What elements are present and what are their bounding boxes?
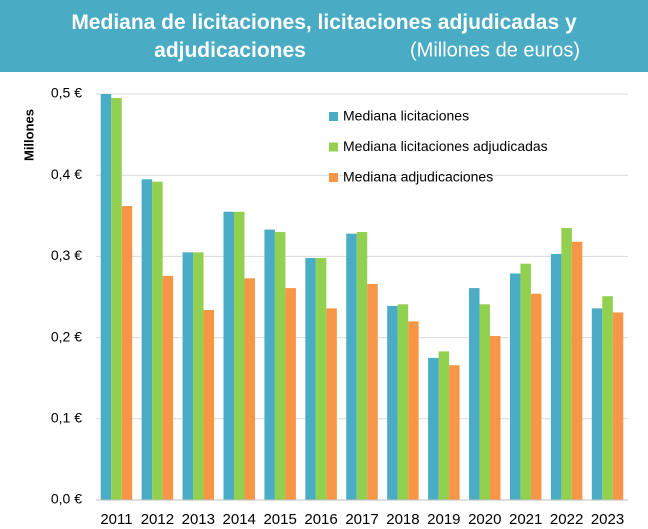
legend-label: Mediana adjudicaciones	[343, 169, 493, 185]
x-tick-label: 2018	[386, 511, 419, 528]
y-axis-label: Millones	[21, 109, 36, 161]
bar	[530, 293, 542, 500]
y-tick-label: 0,1 €	[51, 410, 82, 426]
legend-swatch	[329, 142, 338, 152]
bar	[285, 288, 296, 500]
bar	[438, 351, 450, 500]
y-tick-label: 0,3 €	[51, 247, 82, 263]
x-tick-label: 2013	[182, 511, 215, 528]
bar	[233, 211, 245, 501]
x-tick-label: 2014	[223, 511, 256, 528]
bar	[449, 365, 460, 500]
x-tick-label: 2011	[100, 511, 132, 528]
bar	[223, 211, 234, 501]
bar	[479, 304, 491, 500]
bar	[182, 252, 194, 500]
legend-label: Mediana licitaciones	[343, 108, 469, 124]
bar	[571, 241, 583, 500]
bar	[193, 252, 204, 500]
bar	[602, 296, 613, 500]
chart-title: Mediana de licitaciones, licitaciones ad…	[71, 11, 577, 62]
bar	[141, 179, 153, 500]
bar	[305, 258, 316, 500]
y-tick-label: 0,2 €	[51, 328, 82, 344]
chart-subtitle: (Millones de euros)	[410, 39, 580, 61]
bar	[244, 278, 255, 500]
x-tick-label: 2023	[591, 511, 624, 528]
bar	[121, 206, 133, 500]
legend-swatch	[329, 173, 338, 182]
y-tick-label: 0,4 €	[51, 166, 82, 182]
bar	[274, 232, 286, 501]
bar	[550, 253, 562, 500]
bar	[612, 312, 624, 500]
bar	[315, 258, 327, 500]
bar	[387, 305, 398, 500]
bar	[100, 94, 112, 500]
x-tick-label: 2021	[509, 511, 542, 528]
bar	[397, 304, 409, 500]
bar	[203, 309, 215, 500]
bar	[591, 308, 603, 500]
x-tick-label: 2019	[427, 511, 460, 528]
x-tick-label: 2020	[468, 511, 501, 528]
bar	[367, 284, 378, 500]
bar	[408, 321, 419, 500]
bar	[326, 308, 337, 500]
legend-swatch	[329, 112, 338, 121]
x-tick-label: 2022	[550, 511, 583, 528]
bar	[152, 181, 163, 501]
bar	[520, 263, 531, 500]
bar	[428, 357, 439, 500]
x-tick-label: 2016	[304, 511, 337, 528]
bar	[162, 275, 174, 500]
title-banner	[0, 0, 648, 72]
legend-label: Mediana licitaciones adjudicadas	[343, 138, 548, 154]
x-tick-label: 2017	[345, 511, 378, 528]
y-tick-label: 0,5 €	[51, 85, 82, 101]
bar	[264, 229, 275, 500]
bar	[490, 335, 501, 500]
bar	[111, 98, 122, 500]
bar	[346, 233, 357, 500]
bar	[469, 288, 480, 500]
bar	[561, 227, 572, 501]
y-tick-label: 0,0 €	[51, 491, 82, 507]
bar	[356, 232, 368, 501]
x-tick-label: 2012	[141, 511, 174, 528]
x-tick-label: 2015	[263, 511, 296, 528]
bar	[509, 273, 521, 500]
